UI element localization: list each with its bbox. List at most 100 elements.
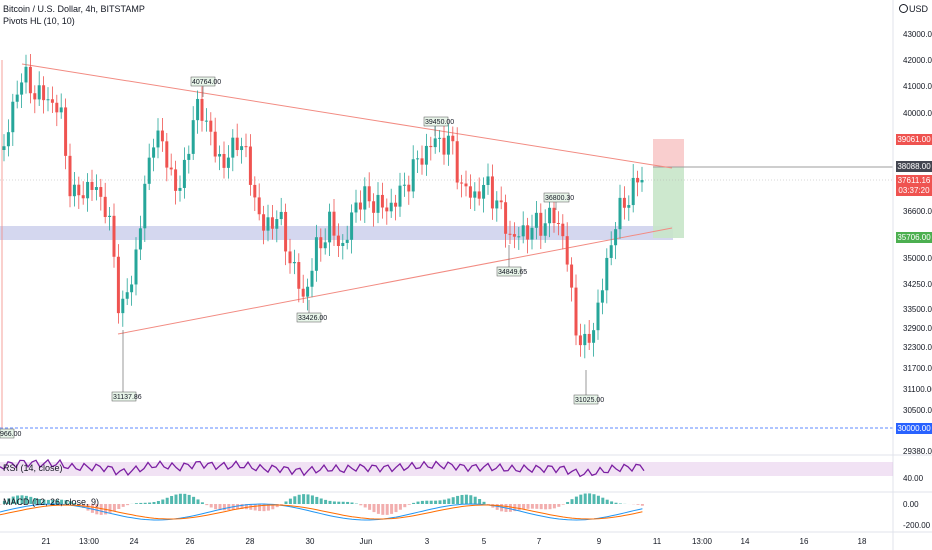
macd-bar (143, 502, 147, 504)
candle-body (609, 245, 613, 258)
candle-body (587, 333, 591, 343)
macd-bar (262, 504, 266, 512)
candle-body (521, 225, 525, 237)
candle-body (24, 66, 28, 83)
candle-body (420, 158, 424, 165)
candle-body (182, 159, 186, 188)
macd-bar (240, 504, 244, 509)
time-axis-label: 26 (186, 537, 195, 546)
macd-bar (636, 504, 640, 505)
target-price-tag: 35706.00 (896, 232, 932, 243)
candle-body (68, 155, 72, 197)
time-axis-label: 13:00 (79, 537, 100, 546)
macd-bar (306, 494, 310, 504)
candle-body (306, 286, 310, 297)
macd-bar (385, 504, 389, 515)
candle-body (226, 157, 230, 168)
candle-body (424, 145, 428, 165)
macd-bar (341, 501, 345, 504)
macd-bar (407, 504, 411, 505)
price-axis-label: 34250.00 (903, 280, 932, 289)
macd-bar (403, 504, 407, 508)
macd-bar (117, 504, 121, 510)
macd-bar (302, 494, 306, 504)
currency-label[interactable]: USD (898, 4, 928, 14)
candle-body (108, 215, 112, 218)
macd-bar (42, 499, 46, 504)
macd-bar (346, 501, 350, 504)
indicator-label[interactable]: Pivots HL (10, 10) (3, 16, 75, 26)
candle-body (112, 215, 116, 257)
time-axis-label: 21 (42, 537, 51, 546)
macd-bar (161, 499, 165, 504)
symbol-title[interactable]: Bitcoin / U.S. Dollar, 4h, BITSTAMP (3, 4, 145, 14)
candle-body (174, 169, 178, 191)
candle-body (152, 147, 156, 158)
candle-body (279, 211, 283, 220)
rsi-label[interactable]: RSI (14, close) (3, 463, 63, 473)
macd-bar (376, 504, 380, 514)
macd-bar (284, 501, 288, 504)
macd-histogram (0, 493, 644, 515)
macd-bar (90, 504, 94, 513)
candle-body (138, 228, 142, 250)
macd-bar (394, 504, 398, 513)
price-axis-label: 32300.00 (903, 343, 932, 352)
candle-body (28, 66, 32, 94)
macd-bar (148, 502, 152, 504)
candle-body (231, 137, 235, 158)
candle-body (627, 205, 631, 208)
candle-body (328, 211, 332, 243)
price-axis-label: 40000.00 (903, 109, 932, 118)
macd-bar (319, 498, 323, 504)
pivot-low-4: 31025.00 (575, 397, 604, 404)
pivot-left-cut: 966.00 (0, 431, 22, 438)
candle-body (262, 214, 266, 231)
candle-body (222, 153, 226, 168)
candle-body (33, 93, 37, 100)
candle-body (72, 184, 76, 197)
candle-body (301, 288, 305, 297)
candle-body (323, 242, 327, 249)
candle-body (200, 98, 204, 121)
macd-bar (601, 497, 605, 504)
candle-body (614, 229, 618, 246)
candle-body (429, 145, 433, 148)
candle-body (165, 141, 169, 168)
price-axis-label: 33500.00 (903, 305, 932, 314)
candle-body (169, 167, 173, 170)
candle-body (354, 202, 358, 213)
candle-body (631, 177, 635, 206)
candle-body (618, 197, 622, 230)
candle-body (191, 120, 195, 154)
macd-bar (20, 495, 24, 504)
macd-label[interactable]: MACD (12, 26, close, 9) (3, 497, 100, 507)
pivot-high-2: 39450.00 (425, 119, 454, 126)
macd-bar (152, 502, 156, 504)
macd-bar (486, 504, 490, 505)
rsi-axis-label: 40.00 (903, 474, 924, 483)
candle-body (204, 120, 208, 122)
candle-body (477, 191, 481, 199)
macd-bar (640, 504, 644, 506)
macd-bar (156, 500, 160, 504)
macd-bar (266, 504, 270, 511)
time-axis-label: 14 (741, 537, 750, 546)
candle-body (438, 137, 442, 139)
candle-body (350, 212, 354, 240)
macd-bar (187, 494, 191, 504)
macd-bar (412, 502, 416, 504)
candle-body (394, 202, 398, 207)
macd-bar (530, 504, 534, 509)
price-axis-label: 31700.00 (903, 364, 932, 373)
candle-body (376, 194, 380, 213)
price-axis-label: 42000.00 (903, 56, 932, 65)
candle-body (77, 184, 81, 196)
macd-bar (398, 504, 402, 510)
macd-bar (236, 504, 240, 510)
candle-body (55, 102, 59, 113)
candle-body (147, 157, 151, 184)
macd-bar (315, 496, 319, 504)
macd-bar (227, 504, 231, 511)
